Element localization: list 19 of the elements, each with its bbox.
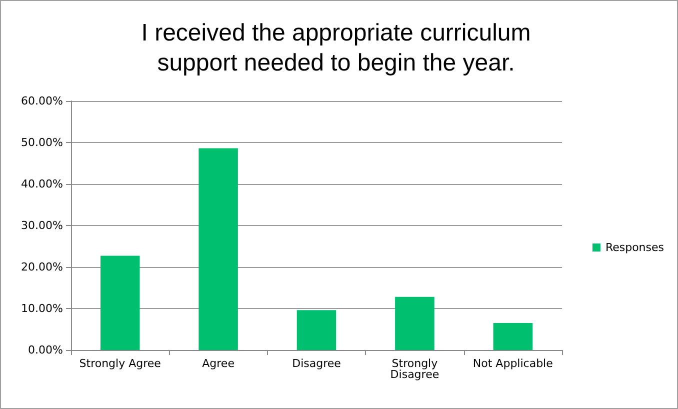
x-tick-label: Strongly Disagree (390, 357, 440, 381)
legend-label: Responses (605, 241, 664, 254)
y-tick-label: 40.00% (21, 178, 63, 190)
bar (395, 296, 434, 350)
x-tick-label: Agree (202, 357, 235, 370)
y-tick-label: 20.00% (21, 260, 63, 274)
x-tick-label: Strongly Agree (79, 357, 162, 370)
y-tick-label: 60.00% (21, 94, 63, 108)
y-tick-label: 10.00% (21, 302, 63, 315)
chart-title: I received the appropriate curriculum support needed to begin the year. (141, 20, 531, 76)
bar (296, 310, 336, 350)
x-tick-label: Not Applicable (472, 357, 554, 370)
bar (493, 323, 533, 350)
y-tick-label: 30.00% (21, 219, 63, 232)
bar (100, 256, 140, 350)
y-tick-label: 50.00% (21, 136, 63, 149)
bar (198, 148, 238, 350)
x-tick-label: Disagree (292, 357, 342, 370)
y-tick-label: 0.00% (28, 344, 63, 356)
